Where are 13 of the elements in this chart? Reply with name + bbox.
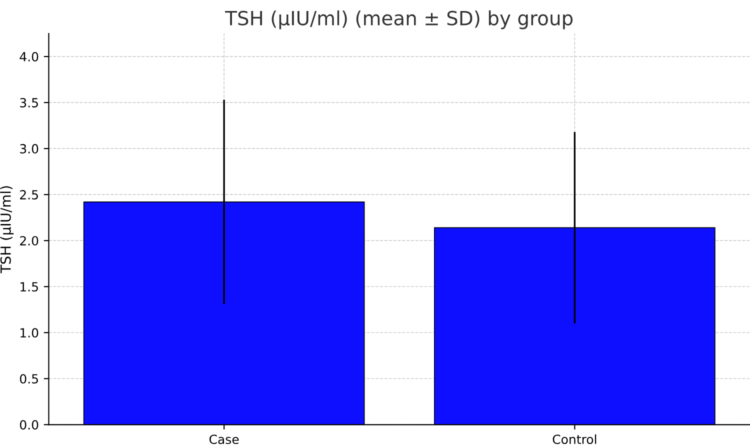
y-tick-label: 4.0	[20, 52, 38, 62]
x-tick-label: Case	[209, 434, 239, 444]
y-tick-label: 3.5	[20, 98, 38, 108]
chart-title: TSH (µIU/ml) (mean ± SD) by group	[225, 10, 573, 30]
y-tick-label: 0.5	[20, 374, 38, 384]
y-tick-label: 1.5	[20, 282, 38, 292]
y-tick-label: 0.0	[20, 420, 38, 430]
y-tick-label: 3.0	[20, 144, 38, 154]
y-tick-label: 2.0	[20, 236, 38, 246]
y-tick-label: 2.5	[20, 190, 38, 200]
y-tick-label: 1.0	[20, 328, 38, 338]
y-axis-title: TSH (µIU/ml)	[0, 186, 14, 274]
x-tick-label: Control	[552, 434, 596, 444]
